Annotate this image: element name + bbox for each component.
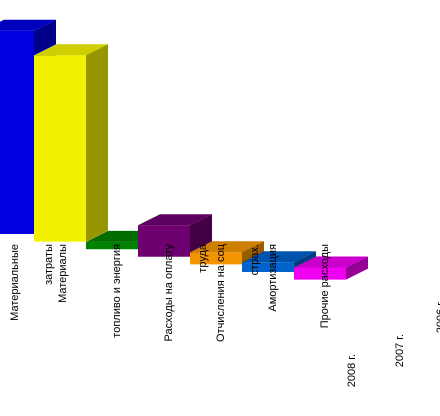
category-label: Материальные затраты xyxy=(9,244,55,321)
bar-top xyxy=(0,19,56,31)
series-label: 2006 г. xyxy=(435,300,440,333)
bar-front xyxy=(86,241,138,250)
bar-front xyxy=(294,267,346,280)
bar-top xyxy=(242,251,316,263)
bar xyxy=(294,256,368,280)
bar-side xyxy=(346,256,368,280)
bar-top xyxy=(190,241,264,253)
series-label: 2008 г. xyxy=(346,354,358,387)
category-labels-group: Материальные затраты Материалы топливо и эн… xyxy=(9,243,331,342)
bar-front xyxy=(242,262,294,272)
category-label: Материалы xyxy=(57,244,69,303)
bar-front xyxy=(138,225,190,257)
bar-side xyxy=(242,241,264,265)
bars-group xyxy=(0,19,368,280)
category-label: Отчисления на соц страх. xyxy=(215,243,261,342)
bar-top xyxy=(34,44,108,56)
bar-front xyxy=(34,55,86,242)
bar xyxy=(242,251,316,272)
bar-top xyxy=(294,256,368,268)
bar-front xyxy=(0,30,34,234)
bar-top xyxy=(138,214,212,226)
series-labels-group: 2008 г. 2007 г. 2006 г. xyxy=(346,300,440,387)
bar-side xyxy=(86,44,108,242)
bar xyxy=(190,241,264,265)
category-label: Прочие расходы xyxy=(319,244,331,328)
bar-front xyxy=(190,252,242,265)
category-label: Расходы на оплату труда xyxy=(163,243,209,341)
category-label: Амортизация xyxy=(267,244,279,312)
series-label: 2007 г. xyxy=(394,334,406,367)
bar xyxy=(34,44,108,242)
category-label: топливо и энергия xyxy=(111,244,123,338)
